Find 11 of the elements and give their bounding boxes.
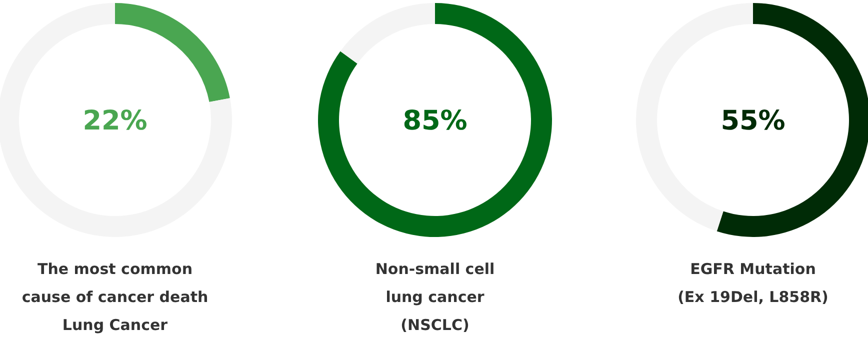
text: 55% (720, 105, 786, 136)
donut-slice (340, 3, 435, 64)
donut-slice (0, 3, 232, 237)
donut-slice (716, 3, 868, 237)
text: Non-small cell lung cancer (NSCLC) (375, 260, 495, 334)
text: The most common cause of cancer death Lung Cancer (22, 260, 208, 334)
text: 22% (82, 105, 148, 136)
text: EGFR Mutation (Ex 19Del, L858R) (678, 260, 828, 306)
donut-slice (318, 3, 552, 237)
donut-slice (115, 3, 230, 102)
text: 85% (402, 105, 468, 136)
